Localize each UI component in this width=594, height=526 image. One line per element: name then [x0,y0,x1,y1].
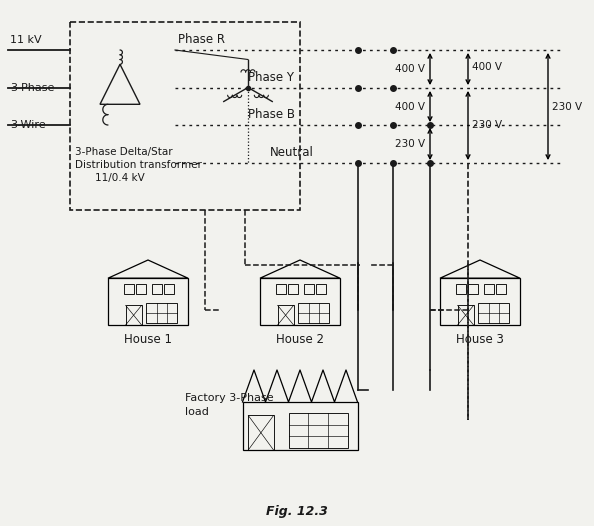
Text: Factory 3-Phase
load: Factory 3-Phase load [185,393,274,417]
Bar [70,22,300,210]
Text: 3-Wire: 3-Wire [10,120,46,130]
Text: 400 V: 400 V [472,62,502,72]
Text: Distribution transformer: Distribution transformer [75,160,202,170]
Text: House 2: House 2 [276,333,324,346]
Text: 400 V: 400 V [395,102,425,112]
Text: Phase B: Phase B [248,108,295,121]
Text: 230 V: 230 V [552,102,582,112]
Text: Neutral: Neutral [270,146,314,159]
Text: 3-Phase: 3-Phase [10,83,55,93]
Text: 230 V: 230 V [472,120,502,130]
Text: Phase R: Phase R [178,33,225,46]
Text: Fig. 12.3: Fig. 12.3 [266,505,328,518]
Text: House 3: House 3 [456,333,504,346]
Text: 230 V: 230 V [395,139,425,149]
Text: 11/0.4 kV: 11/0.4 kV [95,173,145,183]
Text: House 1: House 1 [124,333,172,346]
Text: Phase Y: Phase Y [248,71,294,84]
Text: 11 kV: 11 kV [10,35,42,45]
Text: 400 V: 400 V [395,64,425,74]
Text: 3-Phase Delta/Star: 3-Phase Delta/Star [75,147,173,157]
